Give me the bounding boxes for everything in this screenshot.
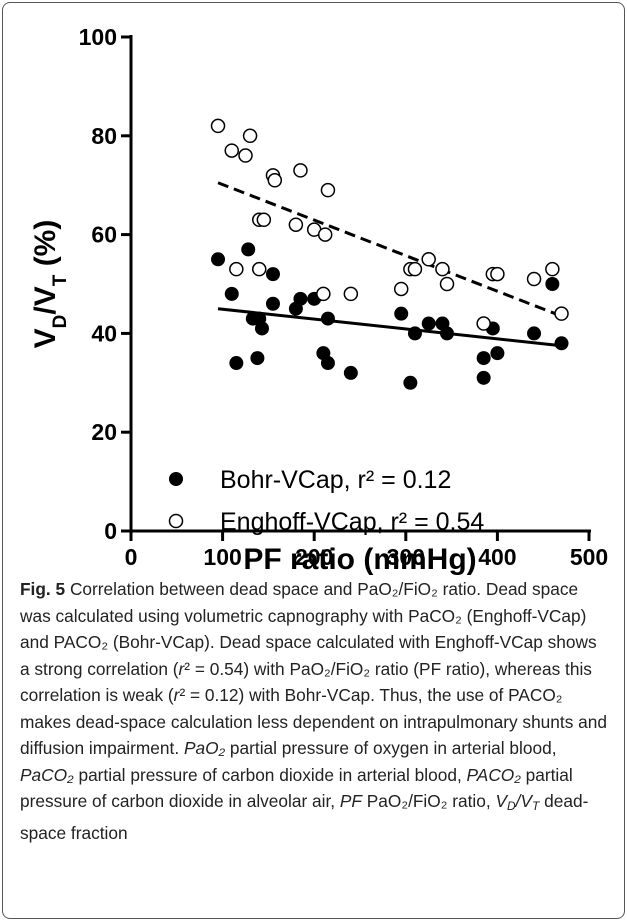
data-point <box>394 306 409 321</box>
data-point <box>210 118 226 134</box>
data-point <box>267 173 283 188</box>
data-point <box>250 351 265 366</box>
fit-line <box>217 181 563 318</box>
y-tick-label: 40 <box>91 320 117 346</box>
data-point <box>526 271 542 287</box>
data-point <box>545 277 560 291</box>
data-point <box>407 261 423 277</box>
legend-label: Enghoff-VCap, r² = 0.54 <box>220 508 484 536</box>
caption-text: V <box>495 791 507 811</box>
x-tick-label: 200 <box>295 544 333 570</box>
caption-text: PaO₂/FiO₂ ratio, <box>361 791 496 811</box>
data-point <box>403 375 418 390</box>
y-tick-label: 60 <box>91 222 117 248</box>
caption-text: PaO₂ <box>183 738 226 758</box>
data-point <box>229 261 244 277</box>
data-point <box>320 182 336 198</box>
data-point <box>320 356 335 371</box>
x-axis-label: PF ratio (mmHg) <box>243 543 476 576</box>
data-point <box>435 261 450 277</box>
data-point <box>241 242 256 257</box>
legend-label: Bohr-VCap, r² = 0.12 <box>220 466 451 494</box>
data-point <box>343 286 359 302</box>
x-tick-label: 100 <box>203 544 241 570</box>
caption-text: Correlation between dead space and PaO₂/… <box>20 579 597 679</box>
x-tick-label: 0 <box>125 544 138 570</box>
data-point <box>252 311 267 326</box>
caption-text: partial pressure of carbon dioxide in al… <box>20 764 573 812</box>
data-point <box>224 286 239 301</box>
data-point <box>490 346 505 361</box>
data-point <box>527 326 542 341</box>
y-tick-label: 100 <box>79 24 117 50</box>
y-tick-label: 80 <box>91 123 117 149</box>
caption-text: T <box>531 799 540 813</box>
data-point <box>293 291 308 306</box>
data-point <box>545 261 560 277</box>
legend-marker <box>168 513 184 529</box>
caption-text: partial pressure of oxygen in arterial b… <box>225 738 557 758</box>
data-point <box>476 351 491 366</box>
data-point <box>317 227 333 242</box>
caption-text: ² = 0.54) with PaO₂/FiO₂ ratio (PF ratio… <box>20 658 592 706</box>
data-point <box>320 311 335 326</box>
fit-line <box>217 307 562 348</box>
data-point <box>421 316 436 331</box>
caption-text: partial pressure of carbon dioxide in ar… <box>73 764 467 785</box>
x-tick-label: 400 <box>478 544 516 570</box>
data-point <box>440 326 455 341</box>
data-point <box>229 356 244 371</box>
data-point <box>554 336 569 351</box>
y-label-sub: D <box>50 315 71 329</box>
data-point <box>476 370 491 385</box>
legend-marker <box>169 472 183 486</box>
y-label-sub: T <box>50 274 71 286</box>
caption-text: dead-space fraction <box>20 791 589 843</box>
data-point <box>554 306 569 321</box>
caption-text: r <box>178 658 185 679</box>
caption-text: D <box>506 799 516 813</box>
data-point <box>316 286 331 302</box>
y-label-part: V <box>29 328 62 348</box>
caption-label: Fig. 5 <box>20 579 66 599</box>
data-point <box>224 143 240 158</box>
y-axis-label: VD/VT (%) <box>29 220 71 349</box>
data-point <box>343 365 358 380</box>
x-tick-label: 300 <box>387 544 425 570</box>
data-point <box>251 261 267 277</box>
data-point <box>407 326 422 341</box>
caption-text: ² = 0.12) with Bohr-VCap. Thus, the use … <box>20 685 607 758</box>
data-point <box>393 281 409 297</box>
caption-text: PaCO₂ <box>20 764 74 785</box>
data-point <box>238 148 253 163</box>
data-point <box>490 266 505 282</box>
y-tick-label: 0 <box>104 518 117 544</box>
data-point <box>476 316 491 331</box>
data-point <box>242 128 258 144</box>
data-point <box>293 163 308 178</box>
caption: Fig. 5 Correlation between dead space an… <box>20 576 610 846</box>
caption-text: r <box>173 685 180 705</box>
chart: PF ratio (mmHg) VD/VT (%) 0 20 40 60 80 100 0 1… <box>29 24 608 576</box>
y-label-part: (%) <box>29 220 62 275</box>
x-tick-label: 500 <box>570 544 608 570</box>
data-point <box>288 217 304 232</box>
data-point <box>265 296 280 311</box>
y-tick-label: 20 <box>91 419 117 445</box>
data-point <box>256 212 272 228</box>
y-label-part: /V <box>29 286 62 314</box>
data-point <box>211 252 226 267</box>
data-point <box>265 267 280 282</box>
caption-text: PACO₂ <box>466 764 521 785</box>
data-point <box>439 276 455 292</box>
caption-text: PF <box>339 791 362 811</box>
caption-text: /V <box>515 791 532 811</box>
data-point <box>421 252 436 267</box>
